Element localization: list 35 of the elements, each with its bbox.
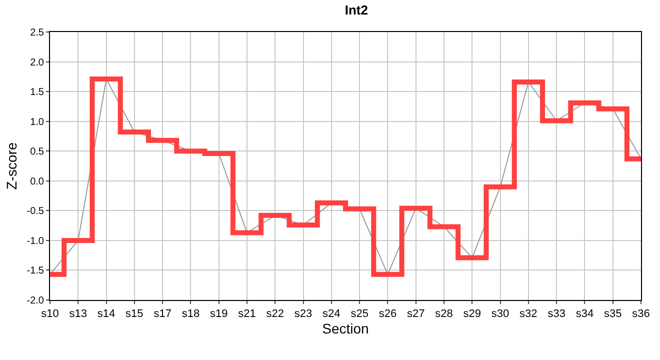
y-axis-title: Z-score xyxy=(3,142,20,190)
y-tick-label: -2.0 xyxy=(26,296,44,306)
x-tick-label: s18 xyxy=(182,308,200,320)
x-tick-label: s23 xyxy=(294,308,312,320)
x-tick-label: s35 xyxy=(604,308,622,320)
x-tick-label: s36 xyxy=(632,308,650,320)
x-tick-label: s27 xyxy=(406,308,425,320)
x-tick-label: s32 xyxy=(520,308,538,320)
y-tick-label: -1.0 xyxy=(26,236,44,247)
y-tick-label: 1.0 xyxy=(30,116,44,128)
y-tick-label: 1.5 xyxy=(30,87,44,98)
x-tick-label: s26 xyxy=(378,308,397,320)
x-tick-label: s25 xyxy=(350,308,368,320)
x-tick-label: s15 xyxy=(126,308,144,320)
y-tick-label: 0.5 xyxy=(30,146,44,158)
x-tick-label: s33 xyxy=(548,308,566,320)
x-tick-label: s19 xyxy=(210,308,228,320)
chart-title: Int2 xyxy=(344,2,368,18)
x-tick-label: s13 xyxy=(69,308,88,320)
y-tick-label: -0.5 xyxy=(26,206,44,218)
x-tick-label: s29 xyxy=(463,308,482,320)
x-tick-label: s21 xyxy=(238,308,256,320)
x-tick-label: s30 xyxy=(491,308,510,320)
x-tick-label: s10 xyxy=(41,308,59,320)
y-tick-label: -1.5 xyxy=(26,266,44,277)
x-tick-label: s22 xyxy=(266,308,284,320)
y-tick-label: 0.0 xyxy=(30,176,44,188)
x-tick-label: s24 xyxy=(322,308,340,320)
y-tick-label: 2.5 xyxy=(30,28,44,38)
x-tick-label: s28 xyxy=(435,308,453,320)
x-tick-label: s14 xyxy=(97,308,116,320)
x-tick-label: s17 xyxy=(154,308,172,320)
x-tick-label: s34 xyxy=(576,308,594,320)
x-axis-title: Section xyxy=(322,320,369,336)
y-tick-label: 2.0 xyxy=(30,57,44,68)
